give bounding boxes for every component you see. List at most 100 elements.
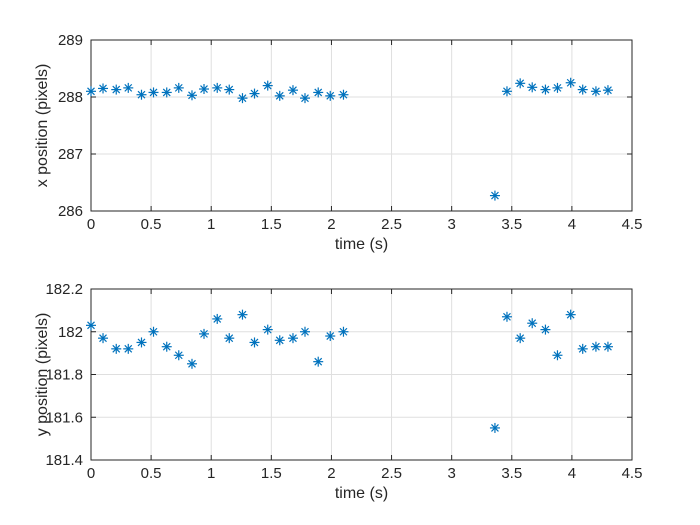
data-point (540, 84, 551, 95)
marker-stroke (162, 88, 171, 97)
marker-stroke (174, 351, 183, 360)
data-point (577, 343, 588, 354)
marker-stroke (137, 90, 146, 99)
data-point (249, 337, 260, 348)
data-point (86, 320, 96, 331)
data-point (590, 341, 601, 352)
marker-stroke (566, 78, 575, 87)
data-point (111, 84, 122, 95)
marker-stroke (213, 315, 222, 323)
data-point (199, 328, 210, 339)
y-tick-label: 182.2 (45, 281, 83, 298)
data-point (552, 350, 563, 361)
y-tick-label: 182 (58, 324, 83, 341)
data-point (262, 324, 273, 335)
data-point (186, 90, 197, 101)
data-point (577, 84, 588, 95)
marker-stroke (162, 342, 171, 351)
y-tick-label: 181.4 (45, 452, 83, 469)
marker-stroke (314, 357, 323, 366)
marker-stroke (592, 87, 600, 96)
data-point (501, 86, 512, 97)
marker-stroke (301, 94, 309, 103)
marker-stroke (99, 84, 107, 93)
data-point (602, 341, 613, 352)
data-point (123, 82, 134, 93)
x-tick-label: 4 (568, 216, 576, 233)
y-tick-label: 287 (58, 146, 83, 163)
x-tick-label: 2.5 (381, 465, 402, 482)
chart-panel-2: 0 0.5 1 1.5 2 2.5 3 3.5 4 4.5 181.4 181.6 181.8 182 18… (34, 281, 642, 502)
data-point (173, 350, 184, 361)
x-tick-label: 2.5 (381, 216, 402, 233)
marker-stroke (200, 329, 208, 338)
data-point (186, 358, 197, 369)
data-point (161, 87, 172, 98)
data-point (515, 333, 526, 344)
data-point (565, 309, 576, 320)
marker-stroke (213, 83, 222, 92)
marker-stroke (326, 332, 335, 340)
marker-stroke (301, 327, 309, 336)
marker-stroke (174, 83, 183, 92)
data-point (274, 335, 285, 346)
x-tick-label: 0 (87, 465, 95, 482)
data-point (136, 337, 147, 348)
x-tick-label: 4.5 (622, 216, 643, 233)
data-point (262, 80, 273, 91)
data-point (527, 82, 538, 93)
marker-stroke (87, 87, 95, 96)
y-axis-label: y position (pixels) (34, 313, 51, 437)
marker-stroke (326, 91, 335, 100)
marker-stroke (592, 342, 600, 351)
x-tick-label: 3.5 (501, 465, 522, 482)
axes-box (90, 288, 633, 461)
data-point (552, 82, 563, 93)
marker-stroke (137, 338, 146, 347)
data-point (274, 90, 285, 101)
marker-stroke (188, 91, 196, 100)
marker-stroke (339, 90, 348, 99)
marker-stroke (541, 85, 550, 94)
data-point (313, 87, 324, 98)
marker-stroke (112, 344, 121, 353)
data-point (489, 422, 500, 433)
marker-stroke (553, 83, 562, 92)
marker-stroke (289, 334, 297, 343)
data-point (224, 84, 235, 95)
data-point (148, 87, 159, 98)
marker-stroke (314, 88, 323, 97)
x-tick-label: 0 (87, 216, 95, 233)
marker-stroke (238, 310, 247, 319)
data-point (299, 326, 310, 337)
data-point (338, 89, 349, 100)
data-point (237, 93, 248, 104)
marker-stroke (263, 81, 272, 90)
x-tick-label: 1 (207, 465, 215, 482)
x-tick-label: 4.5 (622, 465, 643, 482)
marker-stroke (578, 344, 587, 353)
data-point (325, 331, 336, 342)
x-tick-label: 4 (568, 465, 576, 482)
marker-stroke (225, 334, 234, 343)
marker-stroke (250, 89, 259, 98)
marker-stroke (149, 88, 158, 97)
marker-stroke (491, 424, 499, 432)
marker-stroke (149, 327, 158, 336)
data-point (489, 190, 500, 201)
y-tick-label: 181.8 (45, 367, 83, 384)
marker-stroke (528, 319, 537, 328)
data-point (590, 86, 601, 97)
data-point (173, 82, 184, 93)
data-point (237, 309, 248, 320)
marker-stroke (604, 86, 612, 95)
data-point (86, 86, 96, 97)
x-tick-label: 1.5 (261, 216, 282, 233)
plot-area (91, 40, 632, 211)
x-axis-label: time (s) (335, 485, 388, 502)
data-point (313, 356, 324, 367)
marker-stroke (553, 351, 562, 360)
marker-stroke (250, 338, 259, 347)
y-tick-label: 181.6 (45, 409, 83, 426)
data-point (527, 318, 538, 329)
